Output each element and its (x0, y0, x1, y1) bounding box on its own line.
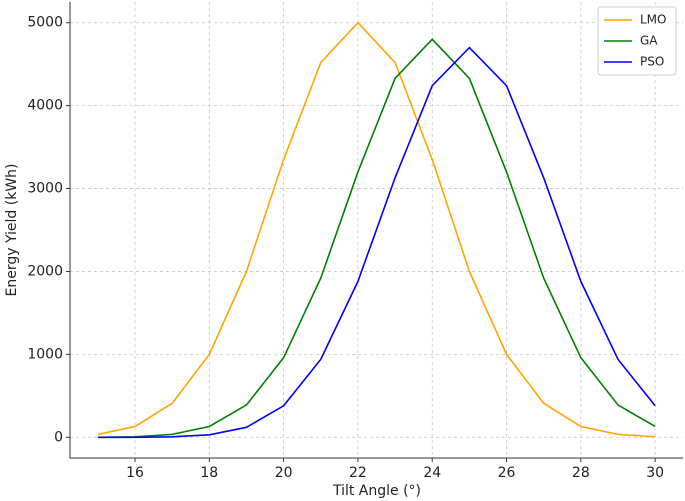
legend-box (597, 6, 677, 76)
y-tick-label: 5000 (27, 15, 63, 31)
legend-label: PSO (640, 55, 664, 69)
x-axis-label: Tilt Angle (°) (332, 483, 421, 499)
y-tick-label: 1000 (27, 346, 63, 362)
y-axis-label: Energy Yield (kWh) (4, 164, 20, 297)
x-tick-label: 24 (423, 465, 441, 481)
x-tick-label: 28 (572, 465, 590, 481)
x-tick-label: 30 (646, 465, 664, 481)
x-tick-label: 18 (200, 465, 218, 481)
data-line (97, 46, 656, 439)
legend: LMO GA PSO (597, 6, 677, 76)
legend-label: LMO (640, 13, 666, 27)
x-tick-label: 26 (498, 465, 516, 481)
y-tick-label: 2000 (27, 263, 63, 279)
x-tick-label: 16 (126, 465, 144, 481)
x-tick-label: 22 (349, 465, 367, 481)
data-line (97, 21, 656, 438)
y-tick-label: 4000 (27, 98, 63, 114)
axis-line (69, 2, 683, 459)
y-tick-label: 3000 (27, 181, 63, 197)
data-line (97, 38, 656, 439)
x-tick-label: 20 (275, 465, 293, 481)
legend-label: GA (640, 34, 658, 48)
y-tick-label: 0 (54, 429, 63, 445)
